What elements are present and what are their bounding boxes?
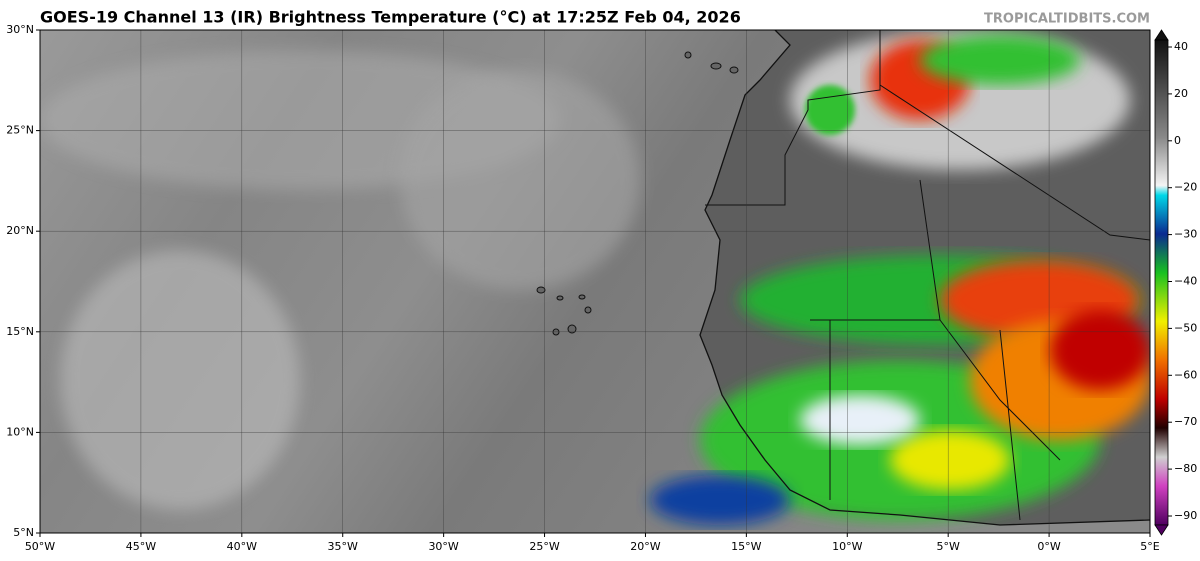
colorbar-tick-label: 0 (1174, 134, 1181, 147)
map-title: GOES-19 Channel 13 (IR) Brightness Tempe… (40, 8, 741, 27)
longitude-label: 0°W (1037, 540, 1060, 553)
latitude-label: 20°N (6, 224, 34, 237)
colorbar-tick-label: 20 (1174, 87, 1188, 100)
colorbar-tick-label: −70 (1174, 415, 1197, 428)
longitude-label: 5°E (1140, 540, 1159, 553)
latitude-label: 5°N (13, 526, 34, 539)
colorbar-tick-label: −40 (1174, 275, 1197, 288)
longitude-label: 10°W (832, 540, 862, 553)
latitude-label: 30°N (6, 23, 34, 36)
colorbar-tick-label: −50 (1174, 321, 1197, 334)
colorbar (1154, 29, 1169, 536)
site-name: TROPICALTIDBITS.COM (984, 12, 1150, 27)
colorbar-tick-label: −20 (1174, 181, 1197, 194)
longitude-label: 45°W (126, 540, 156, 553)
colorbar-tick-label: −60 (1174, 368, 1197, 381)
longitude-label: 15°W (731, 540, 761, 553)
satellite-image (40, 30, 1150, 533)
colorbar-tick-label: 40 (1174, 40, 1188, 53)
longitude-label: 50°W (25, 540, 55, 553)
latitude-label: 15°N (6, 325, 34, 338)
map-frame (39, 29, 1151, 534)
colorbar-tick-label: −80 (1174, 462, 1197, 475)
longitude-label: 35°W (328, 540, 358, 553)
colorbar-tick-label: −90 (1174, 509, 1197, 522)
latitude-label: 25°N (6, 124, 34, 137)
colorbar-tick-label: −30 (1174, 228, 1197, 241)
longitude-label: 30°W (428, 540, 458, 553)
longitude-label: 40°W (227, 540, 257, 553)
longitude-label: 20°W (630, 540, 660, 553)
longitude-label: 25°W (529, 540, 559, 553)
longitude-label: 5°W (936, 540, 959, 553)
latitude-label: 10°N (6, 425, 34, 438)
